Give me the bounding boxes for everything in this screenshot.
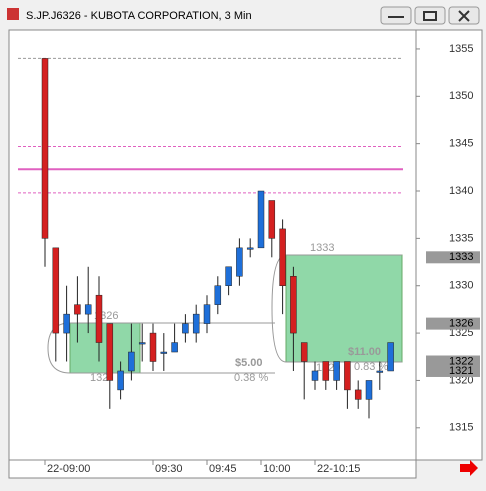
time-axis	[8, 459, 417, 479]
candle-body	[41, 58, 49, 239]
candle-body	[268, 200, 276, 239]
candle-body	[344, 361, 351, 391]
y-tick-label: 1335	[449, 232, 473, 244]
y-tick-label: 1325	[449, 327, 473, 339]
candle-body	[365, 380, 373, 400]
candle-body	[214, 285, 222, 305]
candle-body	[257, 190, 265, 249]
candle-body	[160, 351, 168, 354]
price-marker-label: 1333	[449, 251, 473, 263]
range-outline	[271, 254, 402, 363]
candle-body	[311, 370, 319, 381]
candle-body	[333, 361, 340, 381]
candle-body	[84, 304, 92, 315]
scroll-arrow[interactable]	[460, 460, 478, 476]
price-marker-label: 1321	[449, 365, 473, 377]
window-title: S.JP.J6326 - KUBOTA CORPORATION, 3 Min	[26, 10, 252, 22]
candle-body	[128, 351, 135, 372]
annotation: $11.00	[348, 346, 381, 358]
range-outline	[47, 322, 275, 374]
y-tick-label: 1320	[449, 374, 473, 386]
annotation: $5.00	[235, 357, 263, 369]
price-axis	[415, 29, 483, 461]
y-tick-label: 1350	[449, 90, 473, 102]
maximize-glyph	[423, 11, 437, 21]
candle-body	[354, 389, 362, 400]
candle-body	[290, 276, 297, 334]
candle-body	[74, 304, 81, 315]
annotation: 0.83 %	[354, 361, 388, 373]
price-marker-label: 1326	[449, 318, 473, 330]
y-tick-label: 1345	[449, 138, 473, 150]
candle-body	[171, 342, 178, 353]
x-tick-label: 09:30	[155, 463, 183, 475]
candle-body	[95, 294, 103, 343]
y-tick-label: 1330	[449, 280, 473, 292]
candle-body	[63, 313, 70, 334]
candle-body	[203, 304, 211, 324]
app-icon	[7, 8, 19, 20]
candle-body	[117, 370, 124, 391]
candle-body	[279, 228, 286, 286]
x-tick-label: 10:00	[263, 463, 291, 475]
y-tick-label: 1355	[449, 43, 473, 55]
candle-body	[376, 370, 384, 373]
x-tick-label: 22-09:00	[47, 463, 90, 475]
x-tick-label: 09:45	[209, 463, 237, 475]
price-marker	[426, 317, 480, 330]
candle-body	[106, 323, 114, 381]
annotation: 132	[90, 372, 108, 384]
candle-body	[300, 342, 308, 362]
candle-body	[52, 247, 60, 334]
price-marker	[426, 251, 480, 264]
annotation: 1333	[310, 242, 334, 254]
candle-body	[149, 332, 157, 362]
candle-body	[138, 342, 146, 345]
maximize-button[interactable]	[414, 6, 446, 25]
candle-body	[192, 313, 200, 334]
price-marker	[426, 364, 480, 377]
minimize-button[interactable]	[380, 6, 412, 25]
candle-body	[225, 266, 232, 286]
candle-body	[322, 361, 330, 381]
candle-body	[182, 323, 189, 334]
y-tick-label: 1340	[449, 185, 473, 197]
price-marker-label: 1322	[449, 355, 473, 367]
y-tick-label: 1315	[449, 422, 473, 434]
candle-body	[246, 247, 254, 250]
candle-body	[387, 342, 394, 372]
close-glyph	[458, 10, 470, 22]
candle-body	[236, 247, 243, 277]
price-marker	[426, 355, 480, 368]
x-tick-label: 22-10:15	[317, 463, 360, 475]
annotation: 0.38 %	[234, 372, 268, 384]
